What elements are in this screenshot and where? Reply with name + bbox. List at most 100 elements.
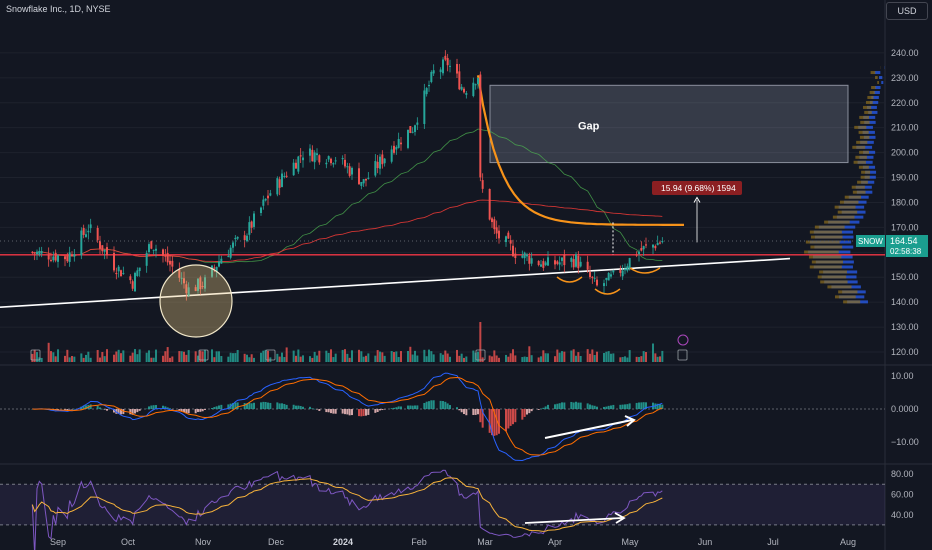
macd-axis-label: 0.0000 [891,404,919,414]
volume-bar [199,350,202,362]
volume-bar [558,352,561,362]
macd-histogram-bar [250,403,253,410]
candle-body [642,246,645,250]
volume-bar [302,355,304,362]
time-axis-label: Mar [477,537,493,547]
rsi-ma-line [31,477,663,532]
macd-histogram-bar [362,409,365,417]
volume-bar [358,349,360,362]
volume-profile-bar [838,290,858,294]
candle-body [509,240,512,244]
volume-bar [185,354,188,362]
macd-histogram-bar [491,409,493,436]
highlight-circle [159,264,233,338]
macd-histogram-bar [572,402,575,410]
volume-bar [432,354,435,362]
volume-bar [463,357,465,362]
candle-body [260,207,262,214]
macd-histogram-bar [390,408,393,410]
candle-body [491,218,493,223]
volume-bar [596,351,598,362]
macd-histogram-bar [425,401,428,410]
macd-histogram-bar [367,409,370,415]
macd-histogram-bar [411,405,414,410]
candle-body [38,250,41,255]
earnings-marker [265,349,276,361]
macd-histogram-bar [187,409,190,414]
candle-body [283,175,286,177]
candle-body [232,242,234,248]
volume-bar [297,349,300,362]
macd-histogram-bar [619,404,622,410]
volume-bar [414,350,416,362]
macd-histogram-bar [509,409,512,426]
macd-histogram-bar [374,409,377,413]
time-axis-label: Aug [840,537,856,547]
macd-histogram-bar [129,409,132,415]
macd-histogram-bar [458,409,461,411]
candle-body [89,224,92,229]
candle-body [166,253,169,263]
earnings-marker [677,349,688,361]
volume-bar [68,357,71,362]
candle-body [82,228,85,235]
volume-profile-bar [853,160,866,164]
candle-body [407,129,409,148]
macd-histogram-bar [635,402,638,410]
candle-body [474,84,477,86]
volume-profile-bar [819,270,847,274]
candle-body [626,266,629,271]
macd-histogram-bar [477,409,479,415]
price-axis-label: 180.00 [891,197,919,207]
macd-histogram-bar [479,409,482,423]
candle-body [150,241,153,249]
macd-histogram-bar [325,409,328,413]
volume-profile-bar [869,90,875,94]
candle-body [362,179,365,184]
volume-profile-bar [875,76,878,80]
candle-body [409,126,412,133]
volume-profile-bar [854,125,867,129]
candle-body [607,272,610,281]
macd-histogram-bar [211,408,213,410]
volume-bar [348,357,351,362]
volume-bar [52,352,55,362]
candle-body [358,168,360,185]
candle-body [169,260,171,265]
macd-histogram-bar [351,409,353,416]
volume-bar [395,351,398,362]
macd-histogram-bar [85,405,87,410]
volume-bar [103,356,106,362]
volume-bar [586,349,589,362]
candle-body [68,252,71,262]
signal-line [32,376,663,456]
volume-profile-bar [844,195,862,199]
candle-body [397,138,400,148]
macd-histogram-bar [348,409,351,416]
volume-bar [187,350,190,362]
volume-bar [162,355,164,362]
price-axis-label: 190.00 [891,173,919,183]
volume-bar [621,357,624,362]
candle-body [416,122,419,125]
volume-bar [138,349,141,362]
volume-profile-bar [851,185,865,189]
macd-histogram-bar [232,402,234,410]
candle-body [446,58,449,66]
macd-histogram-bar [253,402,255,410]
macd-histogram-bar [481,409,484,428]
currency-button[interactable]: USD [886,2,928,20]
volume-bar [229,352,232,362]
candle-body [481,180,484,189]
rsi-line [31,469,663,550]
macd-histogram-bar [579,402,582,410]
candle-body [458,71,461,90]
candle-body [554,260,556,265]
macd-divergence-arrow-head [624,415,636,427]
volume-bar [589,353,591,362]
time-axis-label: Jul [767,537,779,547]
macd-histogram-bar [528,409,531,414]
candle-body [612,270,615,273]
candle-body [512,245,514,257]
